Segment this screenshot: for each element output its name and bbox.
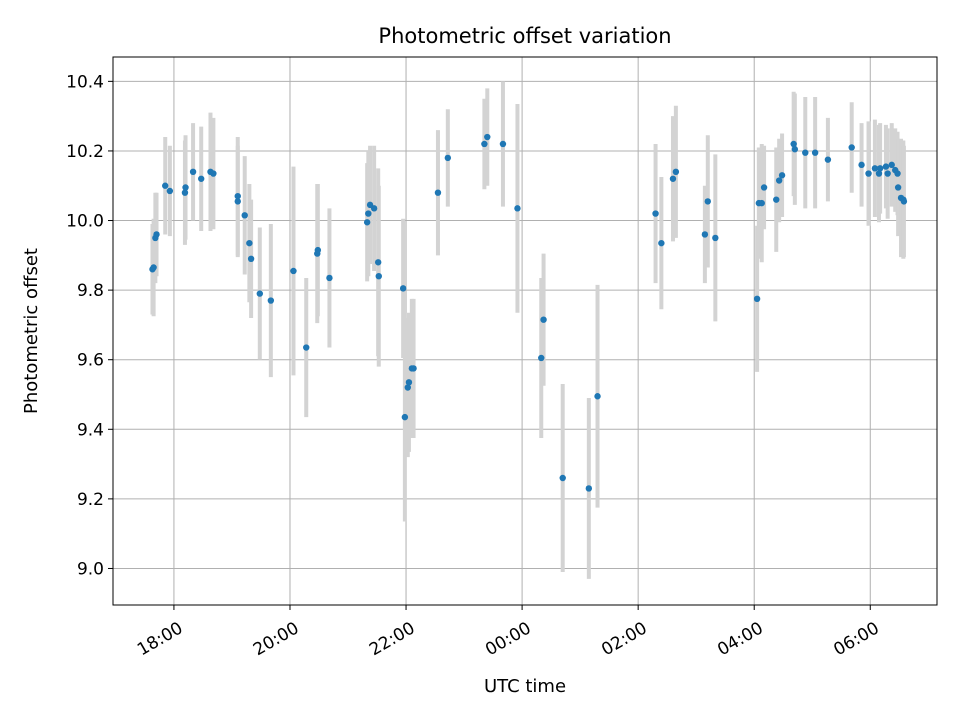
data-point xyxy=(669,175,677,182)
data-point xyxy=(871,165,879,172)
data-point xyxy=(538,354,545,362)
data-point xyxy=(499,140,507,148)
data-point xyxy=(894,184,902,191)
data-point xyxy=(775,177,783,184)
data-point xyxy=(888,161,895,169)
data-points xyxy=(149,133,908,492)
data-point xyxy=(773,196,780,203)
data-point xyxy=(712,234,719,242)
data-point xyxy=(399,285,407,292)
data-point xyxy=(241,212,248,219)
data-point xyxy=(875,170,883,177)
data-point xyxy=(824,156,832,163)
y-tick-label: 10.2 xyxy=(66,142,104,162)
data-point xyxy=(900,198,908,205)
y-tick-label: 9.4 xyxy=(77,420,104,440)
data-point xyxy=(267,297,275,304)
data-point xyxy=(701,231,709,238)
data-point xyxy=(865,170,872,177)
data-point xyxy=(778,172,786,179)
data-point xyxy=(652,210,659,217)
data-point xyxy=(585,485,593,492)
grid xyxy=(113,57,937,605)
data-point xyxy=(481,140,488,148)
data-point xyxy=(410,365,417,372)
data-point xyxy=(234,198,241,205)
y-tick-label: 9.8 xyxy=(77,281,104,301)
data-point xyxy=(791,146,799,153)
data-point xyxy=(210,170,217,177)
data-point xyxy=(753,295,761,303)
data-point xyxy=(894,170,901,177)
data-point xyxy=(882,163,890,170)
data-point xyxy=(326,274,333,282)
data-point xyxy=(790,140,797,148)
data-point xyxy=(658,239,665,247)
data-point xyxy=(704,198,711,205)
data-point xyxy=(758,199,765,207)
data-point xyxy=(162,182,169,189)
data-point xyxy=(375,273,382,280)
data-point xyxy=(182,184,189,191)
y-axis: 9.0 9.2 9.4 9.6 9.8 10.0 10.2 10.4 xyxy=(66,72,113,579)
data-point xyxy=(363,219,371,226)
data-point xyxy=(314,246,322,254)
data-point xyxy=(858,161,865,169)
data-point xyxy=(198,175,205,182)
x-axis-label: UTC time xyxy=(484,676,566,697)
data-point xyxy=(256,290,264,297)
data-point xyxy=(303,344,310,351)
data-point xyxy=(150,264,157,271)
data-point xyxy=(811,149,819,156)
y-axis-label: Photometric offset xyxy=(21,248,42,414)
data-point xyxy=(848,144,855,151)
data-point xyxy=(370,205,378,212)
data-point xyxy=(404,384,411,391)
chart-title: Photometric offset variation xyxy=(378,24,671,48)
data-point xyxy=(181,189,189,196)
plot-frame xyxy=(112,56,938,606)
data-point xyxy=(247,255,255,263)
data-point xyxy=(876,165,884,172)
data-point xyxy=(405,379,413,386)
data-point xyxy=(365,210,372,217)
data-point xyxy=(444,154,452,162)
data-point xyxy=(760,184,768,191)
y-tick-label: 9.6 xyxy=(77,351,104,371)
y-tick-label: 10.4 xyxy=(66,72,104,92)
data-point xyxy=(594,393,601,400)
data-point xyxy=(540,316,547,323)
data-point xyxy=(672,168,680,176)
y-tick-label: 10.0 xyxy=(66,212,104,232)
data-point xyxy=(514,205,521,212)
data-point xyxy=(153,231,160,238)
data-point xyxy=(401,413,409,421)
data-point xyxy=(434,189,442,196)
y-tick-label: 9.2 xyxy=(77,490,104,510)
data-point xyxy=(559,474,566,482)
data-point xyxy=(166,187,174,195)
y-tick-label: 9.0 xyxy=(77,559,104,579)
data-point xyxy=(246,239,253,247)
data-point xyxy=(884,170,891,177)
data-point xyxy=(290,267,297,275)
data-point xyxy=(484,133,491,141)
data-point xyxy=(802,149,809,156)
data-point xyxy=(374,259,382,266)
data-point xyxy=(234,192,241,200)
data-point xyxy=(189,168,197,176)
